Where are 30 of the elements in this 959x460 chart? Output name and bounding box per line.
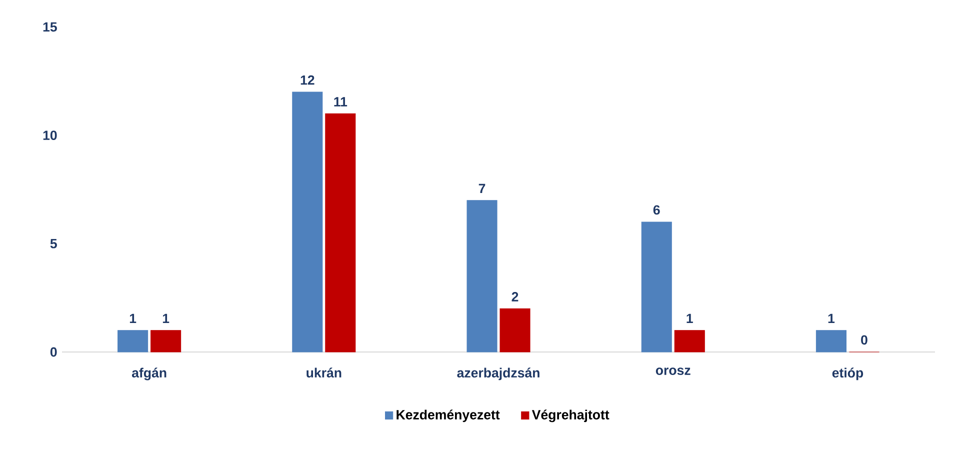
data-label: 12 bbox=[300, 75, 314, 85]
x-tick-label: orosz bbox=[656, 368, 690, 375]
bar bbox=[674, 330, 705, 352]
y-tick-label: 15 bbox=[43, 22, 57, 32]
bar bbox=[118, 330, 148, 352]
y-tick-label: 5 bbox=[50, 239, 57, 248]
bar bbox=[325, 113, 356, 352]
y-tick-label: 10 bbox=[43, 130, 57, 140]
data-label: 6 bbox=[653, 205, 660, 215]
y-tick-label: 0 bbox=[50, 347, 57, 357]
data-label: 1 bbox=[828, 314, 835, 323]
legend-label: Végrehajtott bbox=[532, 410, 610, 422]
bar bbox=[500, 308, 530, 352]
data-label: 1 bbox=[162, 314, 170, 323]
x-tick-label: azerbajdzsán bbox=[457, 368, 540, 380]
bar bbox=[816, 330, 846, 352]
x-tick-label: afgán bbox=[132, 368, 166, 380]
data-label: 2 bbox=[512, 292, 518, 302]
data-label: 11 bbox=[334, 97, 348, 106]
data-label: 1 bbox=[686, 314, 693, 323]
x-tick-label: ukrán bbox=[306, 368, 342, 378]
data-label: 1 bbox=[130, 314, 136, 323]
bar bbox=[466, 200, 498, 352]
bar bbox=[150, 330, 182, 352]
bar bbox=[641, 222, 672, 352]
legend-label: Kezdeményezett bbox=[396, 410, 500, 422]
x-tick-label: etióp bbox=[832, 368, 864, 380]
data-label: 7 bbox=[478, 184, 486, 193]
bar bbox=[292, 92, 323, 352]
data-label: 0 bbox=[861, 335, 868, 345]
